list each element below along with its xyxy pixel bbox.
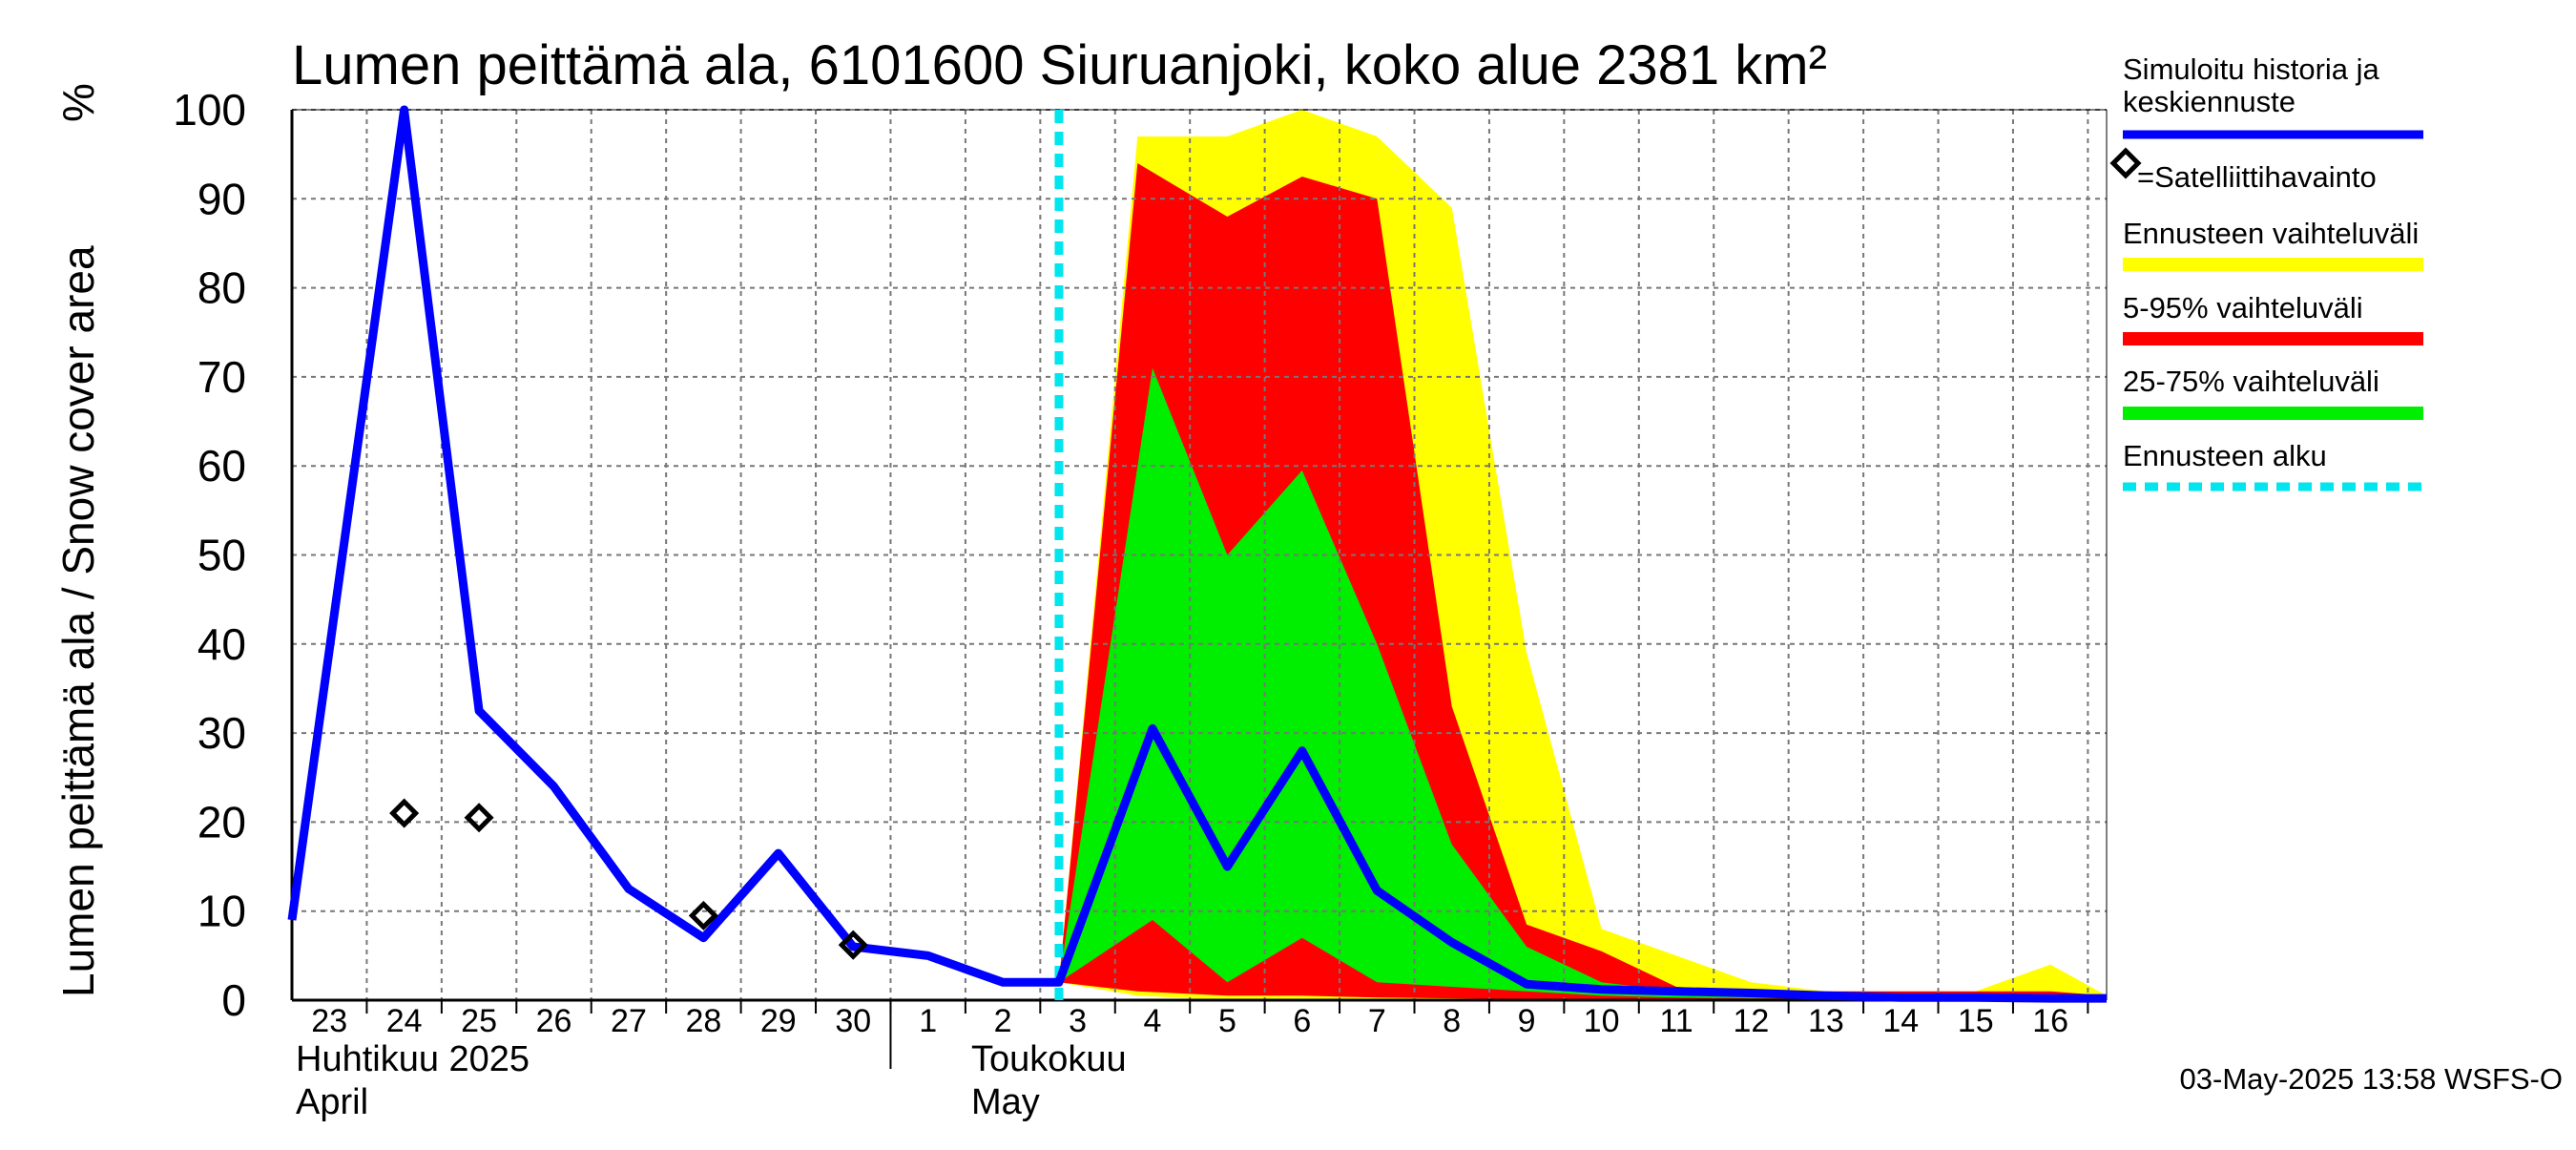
x-tick-label-26: 26 xyxy=(536,1003,572,1039)
legend-label-simulated-line1: Simuloitu historia ja xyxy=(2123,52,2380,86)
x-tick-label-3: 3 xyxy=(1069,1003,1087,1039)
x-tick-label-12: 12 xyxy=(1734,1003,1770,1039)
month-label-april-fi: Huhtikuu 2025 xyxy=(296,1039,530,1079)
legend: Simuloitu historia ja keskiennuste =Sate… xyxy=(2109,52,2423,491)
x-tick-label-4: 4 xyxy=(1144,1003,1162,1039)
chart-text: Lumen peittämä ala, 6101600 Siuruanjoki,… xyxy=(53,34,2563,1122)
y-axis-label: Lumen peittämä ala / Snow cover area xyxy=(53,245,103,997)
y-tick-label-10: 10 xyxy=(197,887,246,936)
y-tick-label-60: 60 xyxy=(197,441,246,491)
y-tick-label-80: 80 xyxy=(197,263,246,313)
x-tick-label-27: 27 xyxy=(611,1003,647,1039)
x-tick-label-8: 8 xyxy=(1443,1003,1461,1039)
month-label-may-fi: Toukokuu xyxy=(971,1039,1127,1079)
chart-title: Lumen peittämä ala, 6101600 Siuruanjoki,… xyxy=(292,34,1827,96)
legend-label-5-95: 5-95% vaihteluväli xyxy=(2123,291,2363,324)
x-tick-label-25: 25 xyxy=(461,1003,497,1039)
legend-label-satellite: =Satelliittihavainto xyxy=(2137,160,2377,194)
y-tick-label-40: 40 xyxy=(197,619,246,669)
x-tick-label-2: 2 xyxy=(994,1003,1012,1039)
x-tick-label-5: 5 xyxy=(1218,1003,1236,1039)
y-tick-label-70: 70 xyxy=(197,352,246,402)
x-tick-label-7: 7 xyxy=(1368,1003,1386,1039)
month-label-may-en: May xyxy=(971,1082,1040,1122)
satellite-point-2 xyxy=(464,803,494,833)
satellite-point-3 xyxy=(688,900,718,930)
y-tick-label-0: 0 xyxy=(221,975,246,1025)
x-tick-label-11: 11 xyxy=(1659,1003,1693,1039)
x-tick-label-1: 1 xyxy=(919,1003,937,1039)
timestamp-label: 03-May-2025 13:58 WSFS-O xyxy=(2180,1062,2563,1096)
x-tick-label-10: 10 xyxy=(1584,1003,1620,1039)
month-label-april-en: April xyxy=(296,1082,368,1122)
x-tick-label-30: 30 xyxy=(835,1003,871,1039)
x-tick-label-29: 29 xyxy=(760,1003,797,1039)
y-tick-label-30: 30 xyxy=(197,708,246,758)
legend-label-forecast-start: Ennusteen alku xyxy=(2123,439,2327,472)
satellite-point-1 xyxy=(389,798,420,828)
x-tick-label-9: 9 xyxy=(1518,1003,1536,1039)
x-tick-label-16: 16 xyxy=(2032,1003,2068,1039)
satellite-point-4 xyxy=(838,930,868,960)
axes xyxy=(290,109,2108,1069)
series-lines xyxy=(287,105,2107,1003)
x-tick-label-6: 6 xyxy=(1293,1003,1311,1039)
x-tick-label-13: 13 xyxy=(1808,1003,1844,1039)
series-line-simulated xyxy=(287,105,2107,1003)
x-tick-label-23: 23 xyxy=(311,1003,347,1039)
legend-label-25-75: 25-75% vaihteluväli xyxy=(2123,365,2379,398)
x-tick-label-14: 14 xyxy=(1882,1003,1919,1039)
y-tick-label-100: 100 xyxy=(173,85,246,135)
legend-label-full-range: Ennusteen vaihteluväli xyxy=(2123,217,2419,250)
satellite-observations xyxy=(389,798,868,960)
band-range-25-75 xyxy=(1058,367,2107,1001)
y-tick-label-90: 90 xyxy=(197,174,246,223)
x-tick-label-15: 15 xyxy=(1958,1003,1994,1039)
x-tick-label-24: 24 xyxy=(386,1003,423,1039)
y-axis-unit: % xyxy=(53,83,103,122)
legend-swatch-satellite-diamond xyxy=(2109,147,2142,179)
legend-label-simulated-line2: keskiennuste xyxy=(2123,85,2296,118)
y-tick-label-50: 50 xyxy=(197,531,246,580)
x-tick-label-28: 28 xyxy=(685,1003,721,1039)
y-tick-label-20: 20 xyxy=(197,797,246,847)
